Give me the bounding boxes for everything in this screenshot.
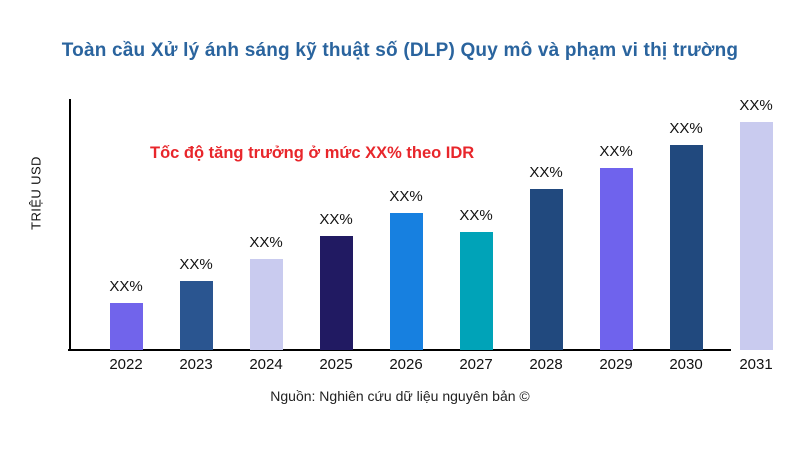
x-tick-label-2029: 2029 <box>599 356 633 373</box>
bar-value-label-2031: XX% <box>739 97 773 114</box>
chart-title: Toàn cầu Xử lý ánh sáng kỹ thuật số (DLP… <box>61 40 739 61</box>
bar-value-label-2025: XX% <box>319 211 353 228</box>
bar-value-label-2023: XX% <box>179 256 213 273</box>
x-tick-label-2024: 2024 <box>249 356 283 373</box>
bar-2023 <box>179 281 213 350</box>
bar-2029 <box>599 168 633 350</box>
x-axis-line <box>68 349 731 351</box>
x-tick-label-2027: 2027 <box>459 356 493 373</box>
bar-2031 <box>739 122 773 350</box>
bar-value-label-2022: XX% <box>109 278 143 295</box>
bar-2026 <box>389 213 423 350</box>
bar-2028 <box>529 189 563 350</box>
x-tick-label-2028: 2028 <box>529 356 563 373</box>
x-tick-label-2025: 2025 <box>319 356 353 373</box>
growth-rate-annotation: Tốc độ tăng trưởng ở mức XX% theo IDR <box>150 144 475 162</box>
bar-2030 <box>669 145 703 350</box>
y-axis-label: TRIỆU USD <box>28 156 44 230</box>
bar-2027 <box>459 232 493 350</box>
bar-value-label-2024: XX% <box>249 234 283 251</box>
x-tick-label-2023: 2023 <box>179 356 213 373</box>
bar-value-label-2026: XX% <box>389 188 423 205</box>
bar-value-label-2030: XX% <box>669 120 703 137</box>
bar-value-label-2027: XX% <box>459 207 493 224</box>
bar-value-label-2028: XX% <box>529 164 563 181</box>
bar-value-label-2029: XX% <box>599 143 633 160</box>
source-attribution: Nguồn: Nghiên cứu dữ liệu nguyên bản © <box>270 388 530 404</box>
y-axis-line <box>69 99 71 351</box>
bar-2025 <box>319 236 353 350</box>
x-tick-label-2022: 2022 <box>109 356 143 373</box>
x-tick-label-2031: 2031 <box>739 356 773 373</box>
x-tick-label-2030: 2030 <box>669 356 703 373</box>
bar-2024 <box>249 259 283 350</box>
x-tick-label-2026: 2026 <box>389 356 423 373</box>
bar-2022 <box>109 303 143 350</box>
